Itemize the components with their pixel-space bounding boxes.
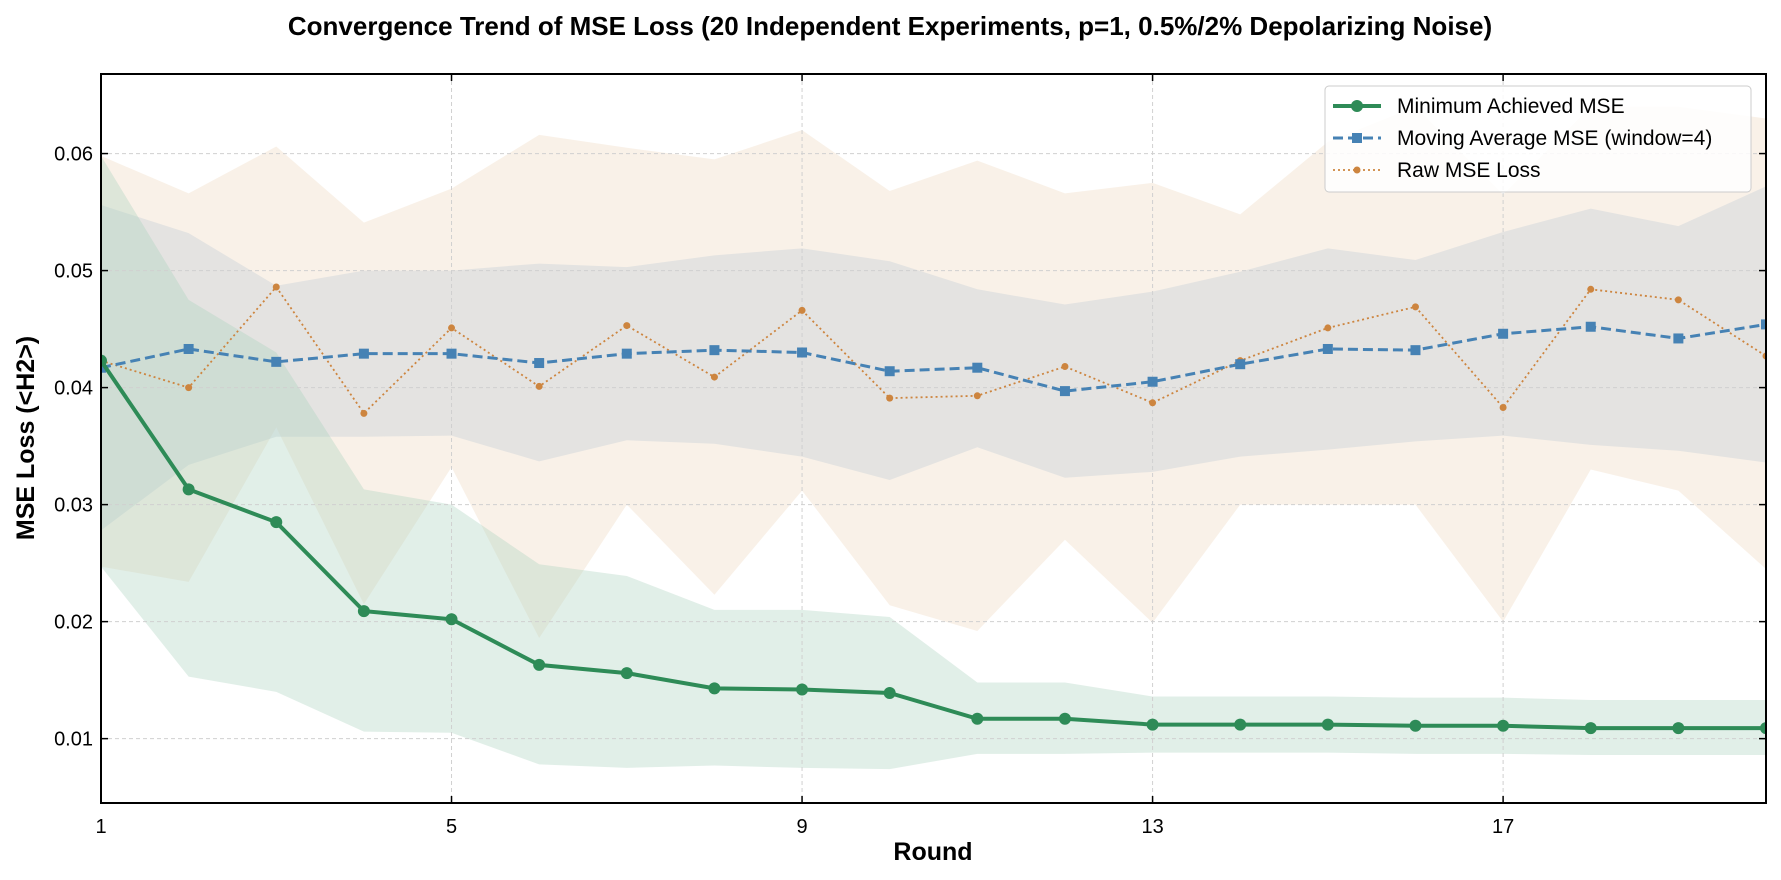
raw-mse-point: [623, 322, 631, 330]
moving-avg-point: [884, 366, 895, 377]
raw-mse-point: [1674, 296, 1682, 304]
legend: Minimum Achieved MSE Moving Average MSE (…: [1324, 85, 1752, 193]
moving-avg-point: [1322, 343, 1333, 354]
moving-avg-point: [621, 348, 632, 359]
confidence-bands: [101, 106, 1766, 770]
min-mse-point: [1584, 722, 1597, 735]
min-mse-point: [1497, 719, 1510, 732]
legend-marker-raw: [1353, 166, 1361, 174]
moving-avg-line: [101, 322, 1766, 393]
series-2: [101, 283, 1766, 417]
raw-mse-line: [101, 285, 1766, 415]
moving-avg-point: [1585, 321, 1596, 332]
moving-avg-point: [1059, 386, 1070, 397]
raw-mse-point: [448, 324, 456, 332]
moving-avg-point: [1147, 376, 1158, 387]
min-mse-point: [1058, 712, 1071, 725]
moving-avg-point: [1410, 345, 1421, 356]
band-1: [101, 186, 1766, 531]
min-mse-point: [1321, 718, 1334, 731]
min-mse-point: [270, 516, 283, 529]
min-mse-point: [1760, 722, 1766, 735]
min-mse-point: [1409, 719, 1422, 732]
legend-box: [1324, 85, 1752, 193]
moving-avg-point: [271, 356, 282, 367]
x-tick-label: 13: [1141, 816, 1163, 838]
raw-mse-point: [886, 394, 894, 402]
series-0: [101, 354, 1766, 735]
legend-item-1: Moving Average MSE (window=4): [1333, 127, 1712, 150]
moving-avg-point: [446, 348, 457, 359]
y-tick-label: 0.02: [54, 612, 93, 634]
raw-mse-point: [185, 384, 193, 392]
x-axis-label: Round: [893, 838, 972, 866]
raw-mse-point: [710, 373, 718, 381]
moving-avg-point: [183, 343, 194, 354]
axis-ticks: 1 5 9 13 17 0.01 0.02 0.03 0.04 0.05 0.06: [54, 74, 1766, 838]
x-tick-label: 9: [796, 816, 807, 838]
moving-avg-point: [1498, 328, 1509, 339]
min-mse-point: [883, 687, 896, 700]
min-mse-point: [971, 712, 984, 725]
y-tick-label: 0.04: [54, 378, 93, 400]
min-mse-point: [445, 613, 458, 626]
x-tick-label: 17: [1492, 816, 1514, 838]
legend-marker-avg: [1352, 133, 1362, 143]
x-tick-label: 5: [446, 816, 457, 838]
min-mse-point: [708, 682, 721, 695]
raw-mse-point: [1324, 324, 1332, 332]
legend-item-2: Raw MSE Loss: [1333, 159, 1541, 182]
moving-avg-point: [1761, 319, 1766, 330]
raw-mse-point: [360, 409, 368, 417]
legend-item-0: Minimum Achieved MSE: [1333, 95, 1625, 118]
legend-label: Minimum Achieved MSE: [1397, 95, 1625, 118]
min-mse-point: [1234, 718, 1247, 731]
raw-mse-point: [1149, 399, 1157, 407]
min-mse-point: [101, 354, 107, 367]
y-tick-label: 0.05: [54, 261, 93, 283]
moving-avg-point: [358, 348, 369, 359]
band-2: [101, 106, 1766, 639]
min-mse-point: [796, 683, 809, 696]
min-mse-line: [101, 359, 1766, 731]
raw-mse-point: [973, 392, 981, 400]
data-series: [101, 283, 1766, 735]
moving-avg-point: [534, 358, 545, 369]
y-tick-label: 0.01: [54, 729, 93, 751]
moving-avg-point: [797, 347, 808, 358]
raw-mse-point: [1061, 363, 1069, 371]
plot-frame: [100, 73, 1767, 804]
y-tick-label: 0.06: [54, 144, 93, 166]
min-mse-point: [620, 667, 633, 680]
series-1: [101, 319, 1766, 397]
moving-avg-point: [709, 345, 720, 356]
legend-marker-min: [1351, 100, 1363, 112]
band-0: [101, 155, 1766, 770]
moving-avg-point: [972, 362, 983, 373]
y-axis-label: MSE Loss (<H2>): [12, 336, 40, 540]
raw-mse-point: [1411, 303, 1419, 311]
min-mse-point: [182, 483, 195, 496]
min-mse-point: [1672, 722, 1685, 735]
raw-mse-point: [1587, 285, 1595, 293]
chart-title: Convergence Trend of MSE Loss (20 Indepe…: [288, 11, 1492, 41]
legend-label: Moving Average MSE (window=4): [1397, 127, 1712, 150]
moving-avg-point: [1673, 333, 1684, 344]
min-mse-point: [357, 605, 370, 618]
x-tick-label: 1: [95, 816, 106, 838]
min-mse-point: [533, 658, 546, 671]
raw-mse-point: [272, 283, 280, 291]
legend-label: Raw MSE Loss: [1397, 159, 1541, 182]
raw-mse-point: [798, 306, 806, 314]
y-tick-label: 0.03: [54, 495, 93, 517]
moving-avg-point: [1235, 359, 1246, 370]
raw-mse-point: [535, 382, 543, 390]
raw-mse-point: [1499, 403, 1507, 411]
min-mse-point: [1146, 718, 1159, 731]
